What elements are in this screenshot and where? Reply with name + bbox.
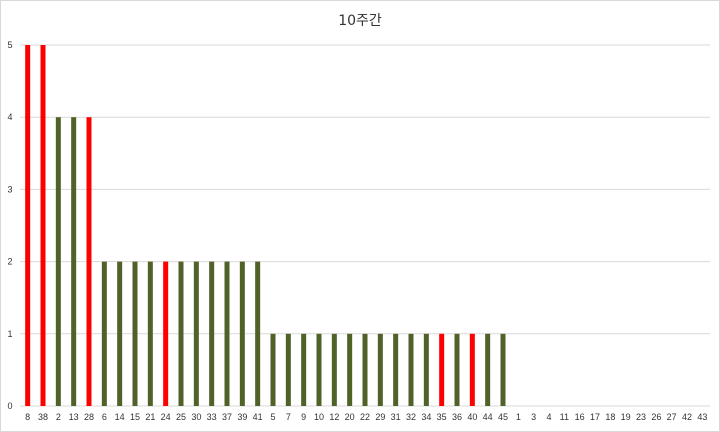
bar-5 [270, 333, 276, 406]
x-tick-label: 12 [329, 412, 339, 422]
bar-37 [224, 261, 230, 406]
bar-12 [331, 333, 337, 406]
x-tick-label: 2 [56, 412, 61, 422]
x-tick-label: 20 [345, 412, 355, 422]
bar-25 [178, 261, 184, 406]
y-axis-ticks: 0 1 2 3 4 5 [7, 40, 12, 411]
bar-24 [163, 261, 169, 406]
bar-20 [347, 333, 353, 406]
x-tick-label: 37 [222, 412, 232, 422]
chart-title: 10주간 [338, 13, 382, 29]
x-tick-label: 5 [270, 412, 275, 422]
x-tick-label: 22 [360, 412, 370, 422]
bars [25, 45, 506, 406]
y-tick-label: 0 [7, 401, 12, 411]
x-tick-label: 28 [84, 412, 94, 422]
bar-2 [55, 117, 61, 406]
x-tick-label: 1 [516, 412, 521, 422]
y-tick-label: 5 [7, 40, 12, 50]
x-tick-label: 9 [301, 412, 306, 422]
bar-40 [469, 333, 475, 406]
y-tick-label: 1 [7, 329, 12, 339]
x-tick-label: 41 [253, 412, 263, 422]
x-tick-label: 16 [575, 412, 585, 422]
x-tick-label: 4 [546, 412, 551, 422]
x-tick-label: 15 [130, 412, 140, 422]
x-tick-label: 31 [391, 412, 401, 422]
bar-32 [408, 333, 414, 406]
x-tick-label: 24 [161, 412, 171, 422]
x-tick-label: 23 [636, 412, 646, 422]
x-axis-ticks: 8 38 2 13 28 6 14 15 21 24 25 30 33 37 39 41 5 7 9 10 12 20 22… [25, 412, 707, 422]
x-tick-label: 34 [421, 412, 431, 422]
x-tick-label: 29 [375, 412, 385, 422]
bar-45 [500, 333, 506, 406]
bar-14 [117, 261, 123, 406]
x-tick-label: 39 [237, 412, 247, 422]
bar-28 [86, 117, 92, 406]
x-tick-label: 32 [406, 412, 416, 422]
x-tick-label: 7 [286, 412, 291, 422]
bar-38 [40, 45, 46, 406]
x-tick-label: 13 [69, 412, 79, 422]
x-tick-label: 45 [498, 412, 508, 422]
y-tick-label: 3 [7, 184, 12, 194]
x-tick-label: 19 [621, 412, 631, 422]
x-tick-label: 43 [697, 412, 707, 422]
bar-44 [485, 333, 491, 406]
bar-39 [239, 261, 245, 406]
x-tick-label: 40 [467, 412, 477, 422]
bar-41 [255, 261, 261, 406]
x-tick-label: 26 [651, 412, 661, 422]
bar-15 [132, 261, 138, 406]
x-tick-label: 17 [590, 412, 600, 422]
y-tick-label: 2 [7, 257, 12, 267]
x-tick-label: 44 [483, 412, 493, 422]
y-tick-label: 4 [7, 112, 12, 122]
bar-31 [393, 333, 399, 406]
bar-30 [193, 261, 199, 406]
x-tick-label: 30 [191, 412, 201, 422]
bar-8 [25, 45, 31, 406]
bar-6 [101, 261, 107, 406]
x-tick-label: 35 [437, 412, 447, 422]
bar-22 [362, 333, 368, 406]
bar-7 [285, 333, 291, 406]
x-tick-label: 25 [176, 412, 186, 422]
x-tick-label: 42 [682, 412, 692, 422]
bar-34 [423, 333, 429, 406]
x-tick-label: 3 [531, 412, 536, 422]
x-tick-label: 18 [605, 412, 615, 422]
bar-33 [209, 261, 215, 406]
bar-10 [316, 333, 322, 406]
x-tick-label: 38 [38, 412, 48, 422]
bar-9 [301, 333, 307, 406]
bar-36 [454, 333, 460, 406]
x-tick-label: 8 [25, 412, 30, 422]
x-tick-label: 33 [207, 412, 217, 422]
x-tick-label: 27 [667, 412, 677, 422]
bar-29 [377, 333, 383, 406]
bar-35 [439, 333, 445, 406]
x-tick-label: 36 [452, 412, 462, 422]
bar-13 [71, 117, 77, 406]
x-tick-label: 6 [102, 412, 107, 422]
x-tick-label: 10 [314, 412, 324, 422]
x-tick-label: 21 [145, 412, 155, 422]
bar-21 [147, 261, 153, 406]
x-tick-label: 14 [115, 412, 125, 422]
x-tick-label: 11 [560, 412, 569, 422]
